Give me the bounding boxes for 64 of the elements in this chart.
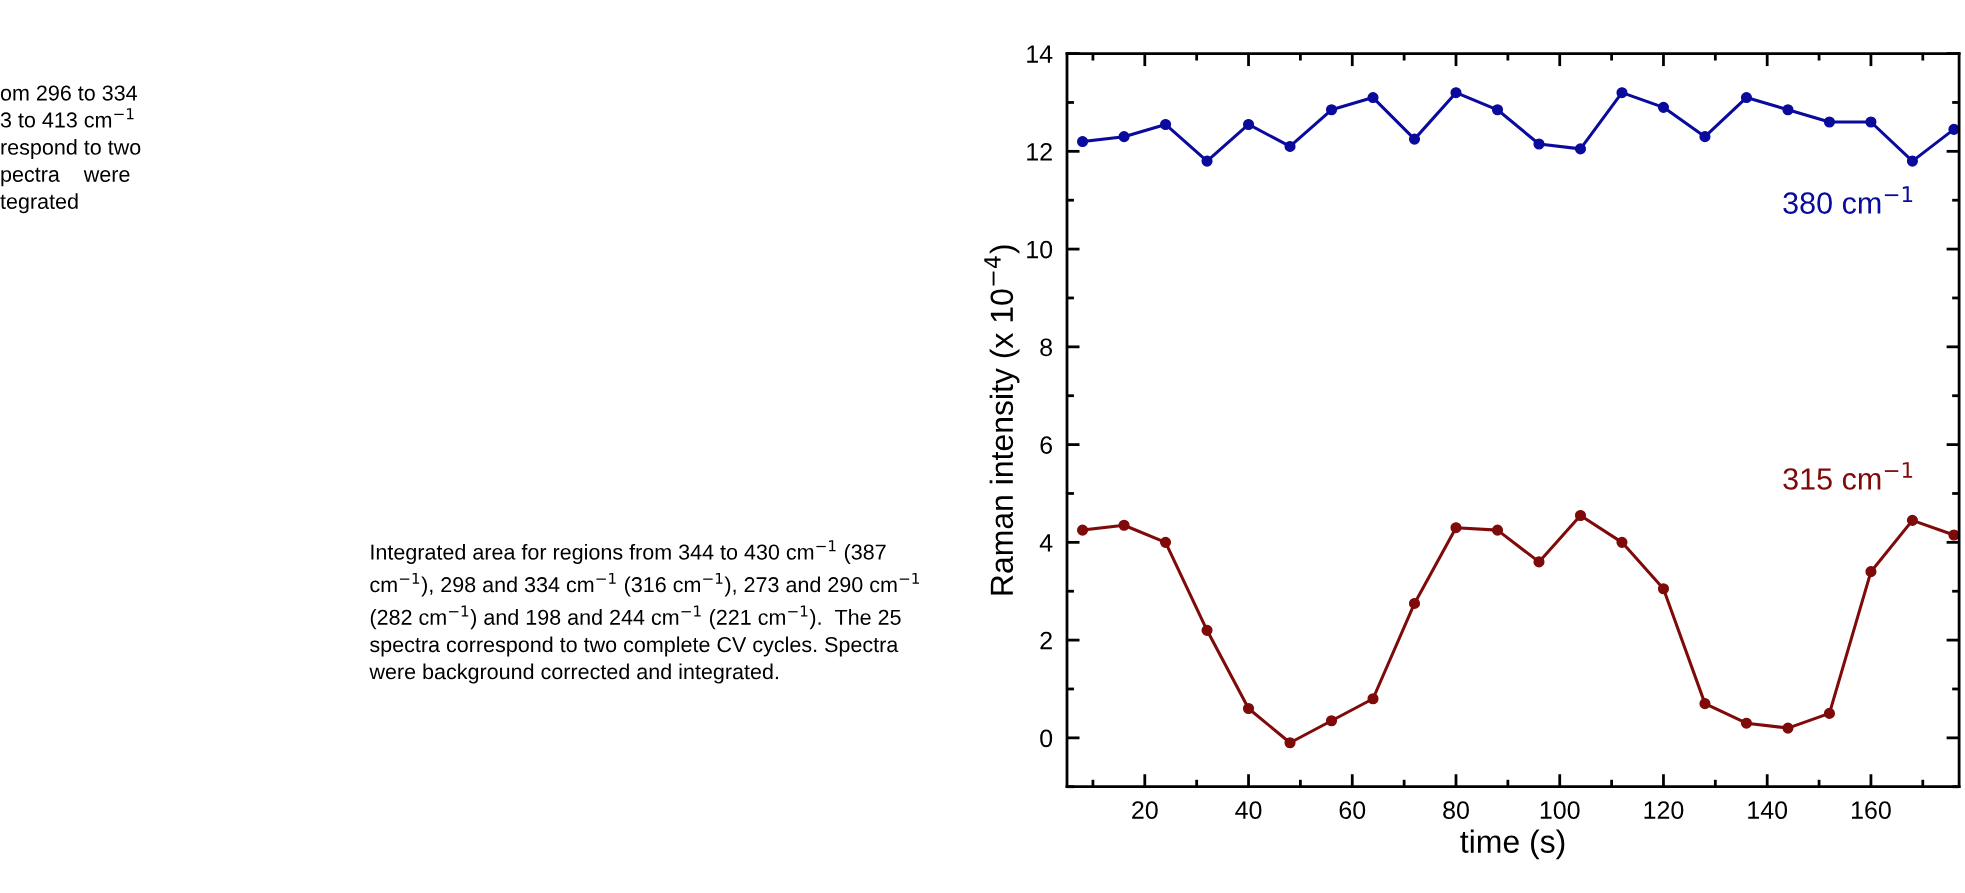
y-axis-title: Raman intensity (x 10$^{−4}$) <box>984 245 1020 595</box>
point <box>1325 715 1338 727</box>
point <box>1408 597 1421 610</box>
point <box>1865 566 1877 578</box>
point <box>1284 140 1296 153</box>
text: Integrated area for regions from 344 to 430 cm$^{−1}$ (387 cm$^{−1}$), 298 and 334 cm$^{−1}$ (316 cm$^{−1}$), 273 and 290 cm$^{−1}$ (282 cm$^{−1}$) and 198 and 244 cm$^{−1}$ (221 cm$^{−1}$). The 25 spectra correspond to two complete CV cycles. Spectra were background corrected and integrated. <box>369 540 919 684</box>
x-tick-label: 80 <box>1443 801 1469 819</box>
point <box>1201 624 1213 636</box>
point <box>1118 131 1130 143</box>
point <box>1450 522 1462 534</box>
point <box>1574 143 1587 155</box>
point <box>1533 556 1545 568</box>
point <box>1865 116 1877 128</box>
point <box>1823 707 1836 719</box>
y-tick-label: 12 <box>1027 142 1052 161</box>
point <box>1201 155 1213 167</box>
point <box>1574 509 1587 522</box>
y-tick-label: 8 <box>1040 338 1053 357</box>
point <box>1740 717 1753 729</box>
point <box>1491 104 1504 116</box>
x-tick-label: 100 <box>1540 801 1580 819</box>
y-tick-label: 14 <box>1027 45 1053 63</box>
point <box>1533 138 1545 150</box>
x-tick-label: 20 <box>1132 801 1158 819</box>
point <box>1616 536 1628 548</box>
point <box>1159 118 1172 131</box>
text: om 296 to 334 3 to 413 cm$^{−1}$ respond to two pectra were tegrated <box>0 85 141 214</box>
point <box>1823 116 1836 128</box>
point <box>1906 155 1918 167</box>
x-tick-label: 120 <box>1644 801 1684 819</box>
point <box>1491 524 1504 536</box>
point <box>1284 737 1296 749</box>
x-tick-label: 140 <box>1748 801 1788 819</box>
series-label: 380 cm$^{−1}$ <box>1783 186 1913 214</box>
point <box>1782 104 1794 116</box>
point <box>1159 536 1172 548</box>
point <box>1367 92 1379 104</box>
point <box>1076 524 1089 536</box>
point <box>1408 133 1421 145</box>
y-tick-label: 6 <box>1040 436 1053 454</box>
point <box>1699 131 1711 143</box>
y-tick-label: 10 <box>1027 240 1053 259</box>
series-label: 315 cm$^{−1}$ <box>1783 462 1913 490</box>
point <box>1782 722 1794 734</box>
point <box>1076 136 1089 148</box>
x-tick-label: 160 <box>1851 801 1891 819</box>
y-tick-label: 2 <box>1040 631 1052 650</box>
point <box>1118 519 1130 531</box>
point <box>1657 101 1670 113</box>
point <box>1657 583 1670 595</box>
y-tick-label: 0 <box>1040 729 1053 748</box>
point <box>1242 702 1255 715</box>
x-tick-label: 40 <box>1235 801 1262 819</box>
x-tick-label: 60 <box>1339 801 1366 819</box>
point <box>1616 87 1628 99</box>
point <box>1325 104 1338 116</box>
point <box>1367 693 1379 705</box>
point <box>1699 698 1711 710</box>
y-tick-label: 4 <box>1039 534 1053 552</box>
point <box>1740 92 1753 104</box>
x-axis-title: time (s) <box>1460 829 1565 860</box>
point <box>1242 118 1255 131</box>
point <box>1906 514 1918 526</box>
point <box>1450 87 1462 99</box>
